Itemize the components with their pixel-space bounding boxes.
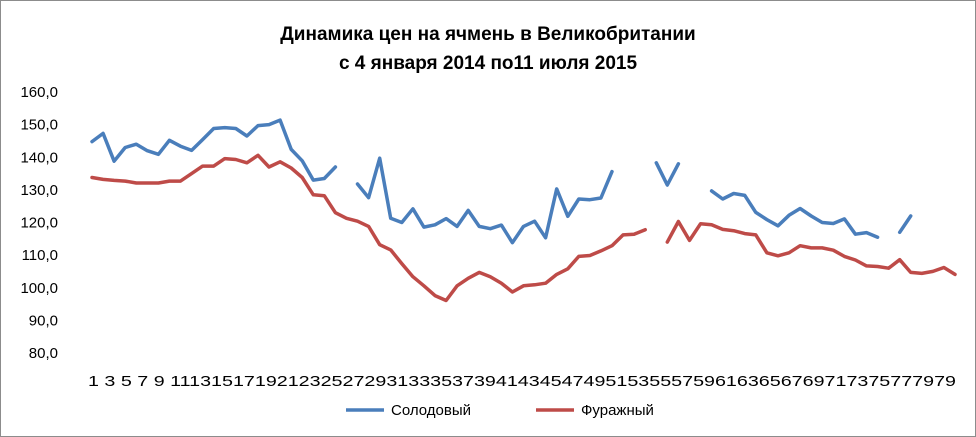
y-tick-label: 130,0 — [20, 182, 58, 199]
chart-title-line2: с 4 января 2014 по11 июля 2015 — [339, 53, 638, 74]
y-tick-label: 80,0 — [29, 345, 58, 362]
y-tick-label: 100,0 — [20, 280, 58, 297]
series-1-line-segment — [709, 189, 880, 239]
series-1-line-segment — [90, 118, 338, 182]
series-1-line-segment — [654, 161, 681, 187]
series-1-line-segment — [897, 214, 913, 235]
y-tick-label: 120,0 — [20, 215, 58, 232]
legend-label-series-2: Фуражный — [581, 402, 654, 419]
y-tick-label: 150,0 — [20, 117, 58, 134]
legend: Солодовый Фуражный — [346, 402, 654, 419]
chart-title-line1: Динамика цен на ячмень в Великобритании — [280, 24, 695, 45]
plot-area — [90, 118, 957, 303]
y-tick-label: 160,0 — [20, 84, 58, 101]
legend-label-series-1: Солодовый — [391, 402, 471, 419]
series-1-line-segment — [355, 156, 614, 245]
series-2-line-segment — [90, 153, 647, 303]
y-tick-label: 90,0 — [29, 312, 58, 329]
y-axis: 160,0 150,0 140,0 130,0 120,0 110,0 100,0 90,0 8… — [20, 84, 58, 362]
y-tick-label: 110,0 — [22, 247, 58, 264]
x-tick-labels: 1 3 5 7 9 111315171921232527293133353739… — [88, 373, 956, 390]
series-2-line-segment — [665, 219, 957, 277]
y-tick-label: 140,0 — [20, 149, 58, 166]
